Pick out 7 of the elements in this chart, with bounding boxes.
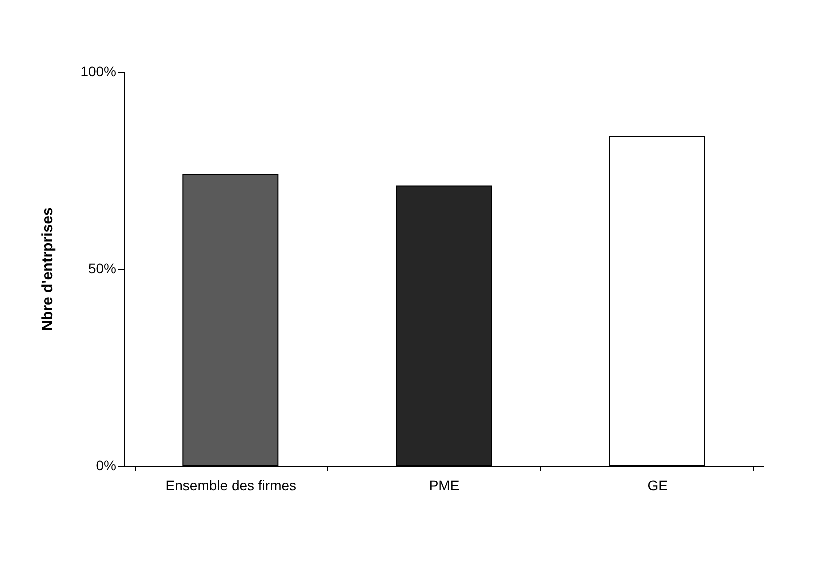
x-tick-label: PME — [429, 478, 460, 494]
y-tick-label: 50% — [88, 260, 116, 276]
y-tick-label: 0% — [96, 458, 116, 474]
y-tick-label: 100% — [80, 64, 116, 80]
x-tick-label: Ensemble des firmes — [166, 478, 297, 494]
x-tick-label: GE — [648, 478, 668, 494]
y-axis-title: Nbre d'entrprises — [40, 208, 57, 332]
